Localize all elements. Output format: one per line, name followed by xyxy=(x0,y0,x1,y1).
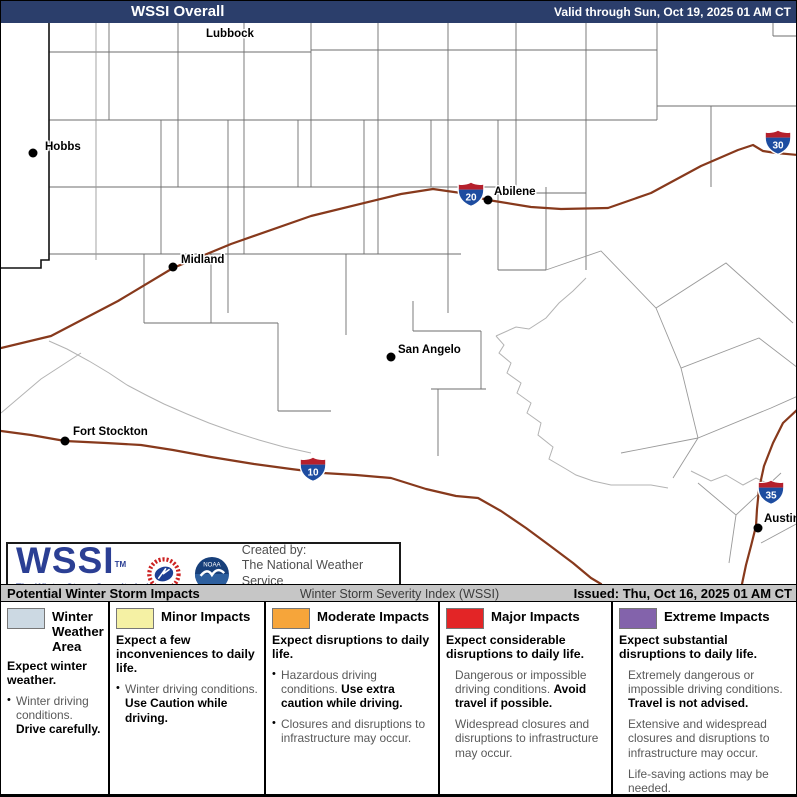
road-i20 xyxy=(1,143,796,350)
svg-text:NOAA: NOAA xyxy=(203,561,221,568)
interstate-roads xyxy=(1,143,796,586)
svg-text:San Angelo: San Angelo xyxy=(398,344,461,356)
interstate-shield-i35: 35 xyxy=(757,479,785,505)
legend-item: • Closures and disruptions to infrastruc… xyxy=(272,717,426,746)
svg-text:Austin: Austin xyxy=(764,513,797,525)
city-san-angelo: San Angelo xyxy=(386,343,462,362)
svg-text:Lubbock: Lubbock xyxy=(206,28,255,40)
moderate-swatch xyxy=(272,608,310,629)
legend-lead: Expect disruptions to daily life. xyxy=(272,633,430,662)
legend-item: • Winter driving conditions. Drive caref… xyxy=(7,693,101,736)
svg-text:20: 20 xyxy=(465,193,477,204)
legend-item: Extremely dangerous or impossible drivin… xyxy=(628,668,783,711)
legend-title: Minor Impacts xyxy=(161,609,251,624)
extreme-swatch xyxy=(619,608,657,629)
major-swatch xyxy=(446,608,484,629)
valid-through-text: Valid through Sun, Oct 19, 2025 01 AM CT xyxy=(554,5,791,19)
legend-item: • Hazardous driving conditions. Use extr… xyxy=(272,668,403,711)
page-title: WSSI Overall xyxy=(131,3,225,20)
minor-swatch xyxy=(116,608,154,629)
info-bar-left: Potential Winter Storm Impacts xyxy=(7,586,200,601)
legend-title: Major Impacts xyxy=(491,609,580,624)
road-i10 xyxy=(1,429,603,586)
legend-lead: Expect considerable disruptions to daily… xyxy=(446,633,585,662)
legend-col-moderate: Moderate Impacts Expect disruptions to d… xyxy=(264,602,438,794)
svg-text:Abilene: Abilene xyxy=(494,186,536,198)
interstate-shield-i30: 30 xyxy=(764,129,792,155)
city-fort-stockton: Fort Stockton xyxy=(60,425,149,446)
city-austin: Austin xyxy=(753,512,797,533)
svg-text:10: 10 xyxy=(307,468,319,479)
legend-lead: Expect a few inconveniences to daily lif… xyxy=(116,633,255,676)
legend-lead: Expect substantial disruptions to daily … xyxy=(619,633,758,662)
svg-text:Hobbs: Hobbs xyxy=(45,141,81,153)
svg-text:35: 35 xyxy=(765,491,777,502)
legend-item: Dangerous or impossible driving conditio… xyxy=(455,668,587,711)
legend-title: Winter Weather Area xyxy=(52,609,104,655)
winter-weather-swatch xyxy=(7,608,45,629)
svg-text:30: 30 xyxy=(772,141,784,152)
map-svg: 20 30 10 35 Lubbock xyxy=(1,23,797,586)
road-i35 xyxy=(740,409,796,586)
city-hobbs: Hobbs xyxy=(28,140,82,158)
issued-text: Issued: Thu, Oct 16, 2025 01 AM CT xyxy=(573,586,792,601)
info-bar-center: Winter Storm Severity Index (WSSI) xyxy=(299,587,500,601)
map-area: 20 30 10 35 Lubbock xyxy=(1,23,797,605)
svg-text:Midland: Midland xyxy=(181,254,224,266)
county-borders xyxy=(49,23,796,564)
title-bar: WSSI Overall Valid through Sun, Oct 19, … xyxy=(1,1,796,23)
rivers xyxy=(1,277,772,489)
legend-title: Moderate Impacts xyxy=(317,609,430,624)
legend-item: Life-saving actions may be needed. xyxy=(628,766,769,795)
legend-lead: Expect winter weather. xyxy=(7,658,87,687)
city-midland: Midland xyxy=(168,253,226,272)
interstate-shield-i10: 10 xyxy=(299,456,327,482)
state-border xyxy=(1,23,50,269)
legend-item: • Winter driving conditions. Use Caution… xyxy=(116,682,258,725)
interstate-shield-i20: 20 xyxy=(457,181,485,207)
info-bar: Potential Winter Storm Impacts Winter St… xyxy=(1,584,796,602)
svg-text:Fort Stockton: Fort Stockton xyxy=(73,426,148,438)
impact-legend: Winter Weather Area Expect winter weathe… xyxy=(1,602,796,795)
legend-col-winter-weather: Winter Weather Area Expect winter weathe… xyxy=(1,602,108,794)
legend-item: Widespread closures and disruptions to i… xyxy=(455,717,599,760)
nws-logo-icon xyxy=(146,556,181,591)
legend-col-major: Major Impacts Expect considerable disrup… xyxy=(438,602,611,794)
legend-title: Extreme Impacts xyxy=(664,609,770,624)
legend-item: Extensive and widespread closures and di… xyxy=(628,717,770,760)
city-abilene: Abilene xyxy=(483,185,537,205)
legend-col-minor: Minor Impacts Expect a few inconvenience… xyxy=(108,602,264,794)
city-lubbock: Lubbock xyxy=(205,27,257,42)
legend-col-extreme: Extreme Impacts Expect substantial disru… xyxy=(611,602,796,795)
trademark: TM xyxy=(114,560,127,569)
